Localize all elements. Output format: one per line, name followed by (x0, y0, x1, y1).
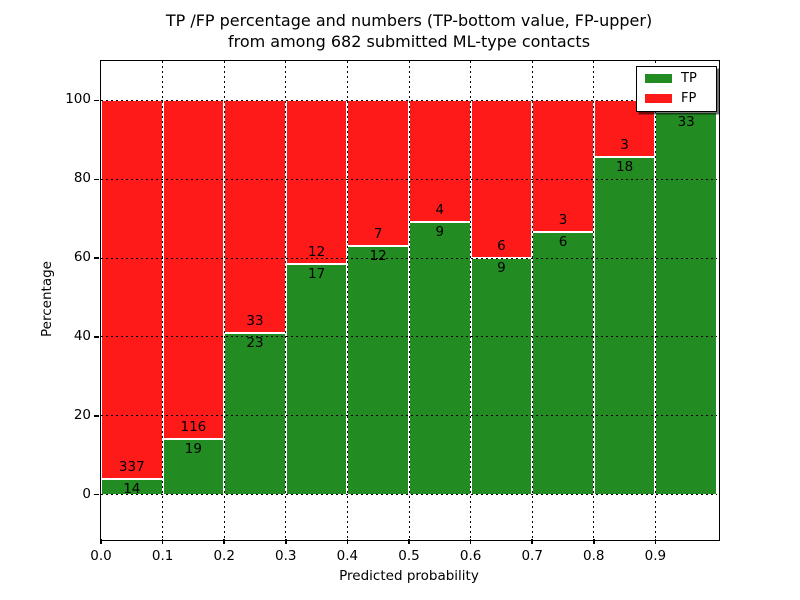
y-axis-label: Percentage (39, 261, 55, 337)
tp-count-label: 14 (123, 480, 141, 497)
y-tick (94, 99, 99, 102)
chart-title-line2: from among 682 submitted ML-type contact… (227, 32, 591, 51)
fp-count-label: 6 (497, 238, 506, 255)
bar-segment-tp (347, 245, 409, 495)
fp-count-label: 12 (308, 243, 326, 260)
y-tick (94, 415, 99, 417)
x-tick (346, 539, 349, 544)
x-tick-label: 0.4 (336, 548, 359, 564)
bar-segment-tp (532, 231, 594, 495)
x-gridline (593, 61, 595, 538)
y-gridline (101, 415, 717, 417)
x-tick (593, 539, 595, 544)
fp-count-label: 7 (373, 225, 383, 242)
y-tick (94, 336, 99, 338)
bar-segment-tp (655, 112, 717, 495)
x-gridline (654, 61, 656, 538)
x-tick (654, 539, 657, 544)
bar-segment-fp (101, 100, 163, 479)
x-tick (100, 539, 102, 544)
y-gridline (101, 178, 717, 180)
chart-title: TP /FP percentage and numbers (TP-bottom… (166, 10, 652, 52)
legend-entry-tp: TP (645, 71, 716, 86)
x-gridline (162, 61, 164, 538)
x-tick-label: 0.0 (90, 548, 112, 564)
bar-segment-fp (224, 100, 286, 333)
chart-title-line1: TP /FP percentage and numbers (TP-bottom… (165, 11, 653, 30)
y-gridline (101, 99, 717, 101)
y-tick-label: 80 (73, 170, 91, 187)
bar-segment-fp (347, 100, 409, 246)
legend-entry-fp: FP (645, 91, 716, 106)
bar-segment-tp (593, 156, 656, 495)
x-tick-label: 0.6 (459, 548, 482, 564)
x-gridline (285, 61, 287, 538)
y-tick-label: 20 (73, 406, 91, 423)
x-tick (285, 539, 287, 544)
x-tick (469, 539, 472, 544)
y-tick (94, 257, 99, 259)
y-tick (94, 178, 99, 180)
x-gridline (408, 61, 410, 538)
x-tick-label: 0.2 (213, 548, 235, 564)
bar-segment-fp (409, 100, 471, 222)
legend-swatch-tp-icon (645, 74, 672, 83)
bar-segment-tp (409, 221, 471, 495)
y-tick (94, 493, 99, 496)
x-tick (223, 539, 225, 544)
fp-count-label: 3 (558, 211, 568, 228)
x-tick-label: 0.5 (398, 548, 420, 564)
bar-segment-tp (470, 258, 533, 495)
legend-swatch-fp-icon (645, 94, 672, 103)
plot-area: TP FP 337 14 116 19 33 23 12 17 7 12 4 9 6 9 3 6 3 18 33 (100, 60, 720, 541)
y-gridline (101, 336, 717, 338)
fp-count-label: 33 (246, 312, 264, 329)
tp-count-label: 17 (308, 265, 326, 282)
tp-count-label: 9 (497, 260, 506, 277)
y-gridline (101, 257, 717, 259)
x-axis-label: Predicted probability (339, 568, 479, 584)
bar-segment-fp (285, 100, 348, 264)
fp-count-label: 337 (118, 458, 145, 475)
tp-count-label: 19 (184, 441, 202, 458)
y-tick-label: 0 (82, 485, 91, 502)
x-tick-label: 0.9 (644, 548, 667, 564)
tp-count-label: 12 (369, 247, 387, 264)
tp-count-label: 9 (435, 223, 445, 240)
x-tick-label: 0.3 (275, 548, 297, 564)
x-tick-label: 0.7 (521, 548, 543, 564)
bar-segment-tp (224, 332, 286, 495)
tp-count-label: 23 (246, 334, 264, 351)
y-tick-label: 60 (73, 249, 91, 266)
x-gridline (346, 61, 348, 538)
x-gridline (470, 61, 472, 538)
legend-label-tp: TP (681, 71, 697, 86)
tp-count-label: 6 (558, 233, 568, 250)
fp-count-label: 3 (620, 136, 629, 153)
tp-count-label: 18 (616, 158, 634, 175)
tp-count-label: 33 (677, 114, 695, 130)
fp-count-label: 116 (180, 419, 207, 436)
legend: TP FP (636, 66, 717, 112)
x-tick (531, 539, 533, 544)
bar-segment-tp (162, 439, 225, 495)
x-tick (161, 539, 164, 544)
x-gridline (531, 61, 533, 538)
x-tick (408, 539, 410, 544)
x-gridline (223, 61, 225, 538)
y-tick-label: 100 (65, 91, 91, 108)
bar-segment-fp (162, 100, 225, 440)
legend-label-fp: FP (681, 91, 697, 106)
fp-count-label: 4 (435, 201, 445, 218)
y-tick-label: 40 (73, 327, 91, 344)
x-tick-label: 0.8 (583, 548, 605, 564)
x-tick-label: 0.1 (151, 548, 174, 564)
bar-segment-tp (285, 263, 348, 495)
y-gridline (101, 494, 717, 496)
